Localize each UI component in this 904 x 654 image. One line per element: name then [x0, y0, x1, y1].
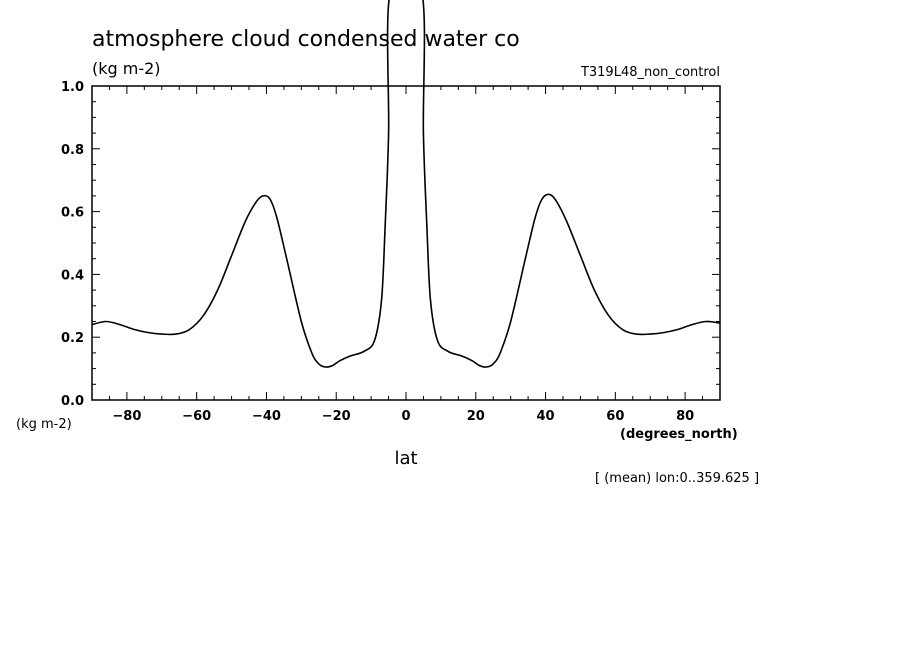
chart-title: atmosphere cloud condensed water co	[92, 27, 520, 52]
x-tick-label: 80	[676, 409, 694, 424]
x-tick-label: 40	[537, 409, 555, 424]
series-line	[91, 0, 721, 368]
x-axis-label: lat	[394, 448, 417, 469]
x-tick-label: −60	[182, 409, 211, 424]
ticks	[91, 85, 721, 401]
x-tick-label: 0	[401, 409, 410, 424]
x-tick-label: 20	[467, 409, 485, 424]
footnote: [ (mean) lon:0..359.625 ]	[595, 471, 759, 486]
experiment-label: T319L48_non_control	[580, 65, 720, 80]
x-units-label: (degrees_north)	[620, 427, 738, 442]
x-tick-label: −80	[112, 409, 141, 424]
y-tick-label: 0.2	[61, 331, 84, 346]
y-tick-label: 0.0	[61, 394, 84, 409]
y-units-top: (kg m-2)	[92, 59, 161, 78]
tick-labels: −80 −60 −40 −20 0 20 40 60 80 0.0 0.2 0.4 0.6 0.8 1.0	[61, 80, 694, 424]
y-tick-label: 1.0	[61, 80, 84, 95]
y-tick-label: 0.6	[61, 206, 84, 221]
x-tick-label: −40	[252, 409, 281, 424]
plot-frame	[91, 85, 721, 401]
x-tick-label: 60	[606, 409, 624, 424]
x-tick-label: −20	[322, 409, 351, 424]
y-units-bottom: (kg m-2)	[16, 417, 72, 432]
y-tick-label: 0.4	[61, 268, 84, 283]
y-tick-label: 0.8	[61, 143, 84, 158]
